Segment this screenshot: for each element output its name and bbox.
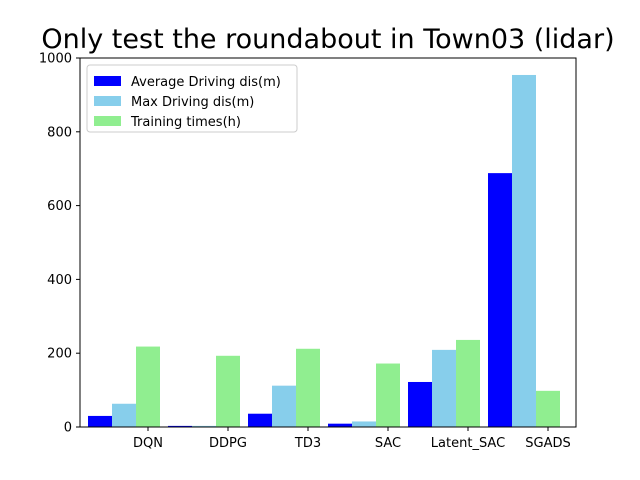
bar [272,385,296,427]
bar [88,415,112,427]
legend-label: Training times(h) [130,115,241,130]
legend-swatch [94,116,121,126]
y-tick-label: 1000 [39,52,72,67]
bar [328,423,352,427]
legend-label: Average Driving dis(m) [131,75,281,90]
bar [112,403,136,427]
y-axis: 0 200 400 600 800 1000 [39,52,80,436]
legend-swatch [94,76,121,86]
bar [536,390,560,427]
bar [376,363,400,427]
bar [136,346,160,427]
bar [352,421,376,427]
legend-label: Max Driving dis(m) [131,95,254,110]
bar [408,381,432,427]
bar [296,348,320,427]
legend-swatch [94,96,121,106]
y-tick-label: 200 [47,347,72,362]
bar [432,349,456,427]
legend: Average Driving dis(m) Max Driving dis(m)… [86,64,298,133]
chart-title: Only test the roundabout in Town03 (lida… [41,24,614,55]
x-tick-label: DDPG [209,436,247,451]
legend-box [86,64,298,133]
x-tick-label: SAC [375,436,401,451]
x-tick-label: TD3 [294,436,321,451]
bar [192,425,216,427]
bar [512,74,536,427]
y-tick-label: 600 [47,199,72,214]
plot-frame [79,57,577,428]
x-axis: DQN DDPG TD3 SAC Latent_SAC SGADS [133,427,571,451]
y-tick-label: 0 [64,421,72,436]
bar [216,355,240,427]
x-tick-label: SGADS [525,436,570,451]
y-tick-label: 800 [47,125,72,140]
y-tick-label: 400 [47,273,72,288]
bar [248,413,272,427]
x-tick-label: Latent_SAC [431,436,505,451]
bar [488,173,512,427]
bar [168,425,192,427]
x-tick-label: DQN [133,436,163,451]
bar [456,339,480,427]
plot-area [79,57,577,428]
